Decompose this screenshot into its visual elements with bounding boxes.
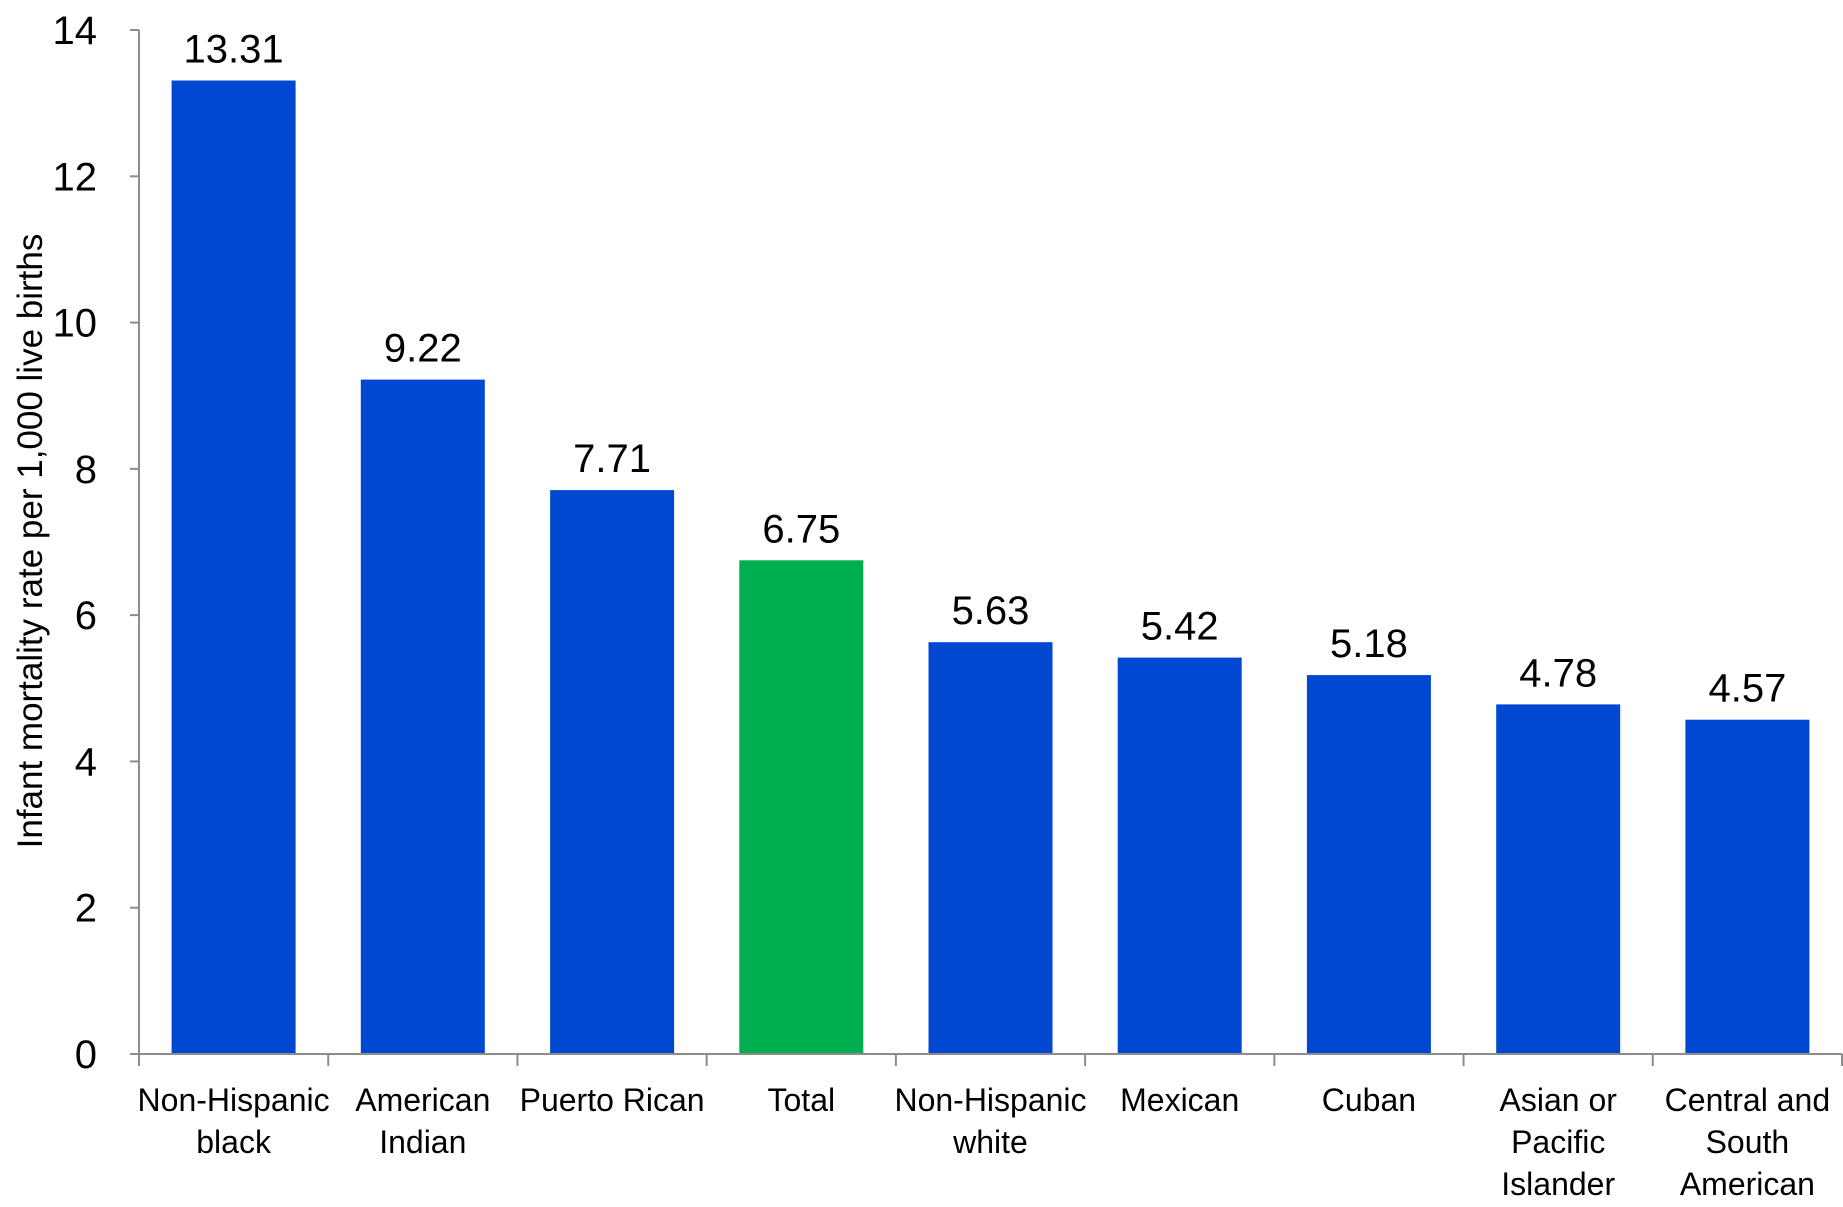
bar — [1685, 720, 1809, 1054]
x-tick-label: Cuban — [1322, 1082, 1416, 1118]
y-tick-label: 8 — [75, 448, 97, 492]
bar — [550, 490, 674, 1054]
data-label: 5.18 — [1330, 622, 1408, 666]
data-label: 4.78 — [1519, 651, 1597, 695]
y-tick-label: 4 — [75, 740, 97, 784]
data-label: 5.42 — [1141, 605, 1219, 649]
x-tick-label: Mexican — [1120, 1082, 1239, 1118]
x-tick-label: Non-Hispanic white — [894, 1082, 1086, 1160]
data-label: 4.57 — [1708, 667, 1786, 711]
y-tick-label: 6 — [75, 594, 97, 638]
x-tick-label: Non-Hispanic black — [138, 1082, 330, 1160]
data-label: 7.71 — [573, 437, 651, 481]
x-tick-label: Asian or Pacific Islander — [1500, 1082, 1618, 1202]
bar — [172, 81, 296, 1055]
bar — [1118, 658, 1242, 1054]
x-tick-label: Puerto Rican — [520, 1082, 705, 1118]
y-tick-label: 2 — [75, 887, 97, 931]
data-label: 5.63 — [952, 589, 1030, 633]
bar — [929, 642, 1053, 1054]
x-tick-label: Central and South American — [1665, 1082, 1830, 1202]
y-tick-label: 10 — [53, 302, 98, 346]
x-tick-label: Total — [768, 1082, 836, 1118]
y-tick-label: 14 — [53, 9, 98, 53]
bar — [1307, 675, 1431, 1054]
x-tick-label: American Indian — [355, 1082, 490, 1160]
y-tick-label: 0 — [75, 1033, 97, 1077]
bars — [172, 81, 1810, 1055]
data-label: 9.22 — [384, 327, 462, 371]
data-label: 13.31 — [184, 28, 284, 72]
y-axis-title: Infant mortality rate per 1,000 live bir… — [11, 234, 50, 849]
y-tick-label: 12 — [53, 155, 98, 199]
data-label: 6.75 — [762, 507, 840, 551]
bar — [739, 560, 863, 1054]
bar — [1496, 704, 1620, 1054]
bar — [361, 380, 485, 1054]
